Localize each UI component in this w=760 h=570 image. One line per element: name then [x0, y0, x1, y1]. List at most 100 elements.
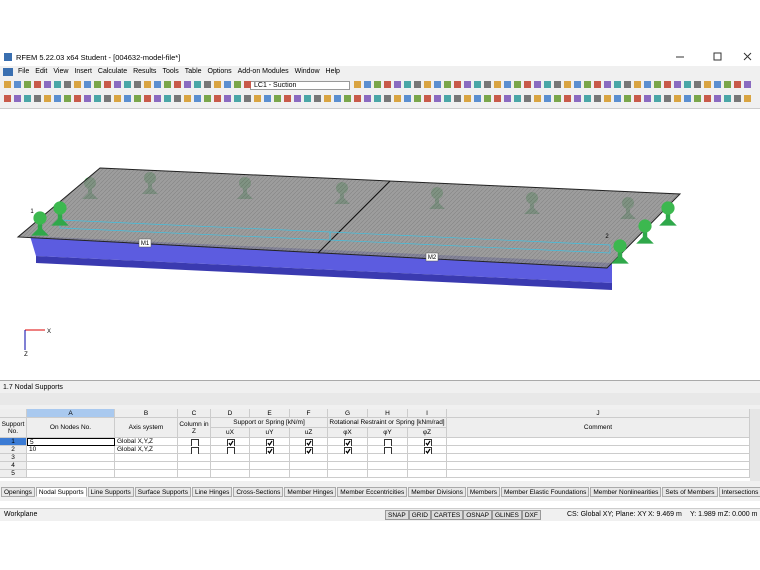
toolbar-button[interactable] — [314, 95, 321, 102]
toolbar-button[interactable] — [534, 81, 541, 88]
toolbar-button[interactable] — [364, 95, 371, 102]
toolbar-button[interactable] — [624, 95, 631, 102]
toolbar-button[interactable] — [404, 95, 411, 102]
toolbar-button[interactable] — [144, 81, 151, 88]
toolbar-button[interactable] — [194, 81, 201, 88]
toolbar-button[interactable] — [394, 95, 401, 102]
toolbar-button[interactable] — [584, 81, 591, 88]
toolbar-button[interactable] — [254, 95, 261, 102]
toolbar-button[interactable] — [564, 81, 571, 88]
tab[interactable]: Intersections — [718, 487, 760, 497]
toolbar-button[interactable] — [694, 95, 701, 102]
toolbar-button[interactable] — [704, 95, 711, 102]
toolbar-button[interactable] — [474, 81, 481, 88]
tab[interactable]: Member Elastic Foundations — [500, 487, 590, 497]
window-controls[interactable] — [670, 51, 760, 63]
toolbar-button[interactable] — [674, 81, 681, 88]
toolbar-button[interactable] — [434, 81, 441, 88]
toolbar-button[interactable] — [464, 95, 471, 102]
toolbar-button[interactable] — [474, 95, 481, 102]
toolbar-button[interactable] — [504, 95, 511, 102]
toolbar-button[interactable] — [514, 81, 521, 88]
toolbar-button[interactable] — [204, 81, 211, 88]
toolbar-button[interactable] — [524, 81, 531, 88]
toolbar-button[interactable] — [544, 81, 551, 88]
toolbar-button[interactable] — [734, 95, 741, 102]
toolbar-button[interactable] — [174, 95, 181, 102]
toolbar-button[interactable] — [74, 81, 81, 88]
toolbar-button[interactable] — [294, 95, 301, 102]
menu-item[interactable]: Help — [325, 68, 340, 75]
toolbar-button[interactable] — [574, 81, 581, 88]
toolbar-button[interactable] — [374, 95, 381, 102]
toolbar-button[interactable] — [4, 95, 11, 102]
toolbar-button[interactable] — [84, 81, 91, 88]
toolbar-button[interactable] — [454, 81, 461, 88]
tab[interactable]: Openings — [1, 487, 35, 497]
toolbar-button[interactable] — [94, 81, 101, 88]
tab[interactable]: Surface Supports — [134, 487, 191, 497]
toolbar-button[interactable] — [384, 95, 391, 102]
toolbar-button[interactable] — [234, 95, 241, 102]
tab[interactable]: Sets of Members — [662, 487, 718, 497]
toolbar-button[interactable] — [4, 81, 11, 88]
tab[interactable]: Line Hinges — [192, 487, 233, 497]
toolbar-button[interactable] — [394, 81, 401, 88]
toolbar-button[interactable] — [374, 81, 381, 88]
toolbar-button[interactable] — [44, 95, 51, 102]
toolbar-button[interactable] — [484, 95, 491, 102]
toolbar-button[interactable] — [264, 95, 271, 102]
toolbar-button[interactable] — [354, 81, 361, 88]
toolbar-button[interactable] — [364, 81, 371, 88]
toolbar-button[interactable] — [344, 95, 351, 102]
toolbar-button[interactable] — [554, 95, 561, 102]
toolbar-button[interactable] — [164, 95, 171, 102]
status-button[interactable]: OSNAP — [463, 510, 492, 520]
toolbar-button[interactable] — [24, 81, 31, 88]
toolbar-button[interactable] — [184, 81, 191, 88]
toolbar-button[interactable] — [404, 81, 411, 88]
toolbar-button[interactable] — [584, 95, 591, 102]
scrollbar[interactable] — [750, 409, 760, 481]
toolbar-button[interactable] — [664, 81, 671, 88]
toolbar-button[interactable] — [154, 81, 161, 88]
toolbar-button[interactable] — [14, 95, 21, 102]
toolbar-button[interactable] — [564, 95, 571, 102]
toolbar-button[interactable] — [104, 81, 111, 88]
toolbar-button[interactable] — [494, 95, 501, 102]
toolbar-button[interactable] — [194, 95, 201, 102]
tab[interactable]: Members — [466, 487, 500, 497]
tab[interactable]: Cross-Sections — [233, 487, 284, 497]
menu-item[interactable]: Calculate — [97, 68, 128, 75]
toolbar-button[interactable] — [694, 81, 701, 88]
toolbar-button[interactable] — [484, 81, 491, 88]
tab[interactable]: Member Divisions — [408, 487, 466, 497]
toolbar-button[interactable] — [54, 81, 61, 88]
toolbar-button[interactable] — [224, 95, 231, 102]
toolbar-button[interactable] — [464, 81, 471, 88]
toolbar-button[interactable] — [214, 81, 221, 88]
toolbar-button[interactable] — [174, 81, 181, 88]
toolbar-button[interactable] — [54, 95, 61, 102]
toolbar-button[interactable] — [604, 81, 611, 88]
toolbar-button[interactable] — [424, 95, 431, 102]
toolbar-button[interactable] — [504, 81, 511, 88]
toolbar-button[interactable] — [94, 95, 101, 102]
toolbar-button[interactable] — [304, 95, 311, 102]
toolbar-button[interactable] — [34, 81, 41, 88]
toolbar-button[interactable] — [164, 81, 171, 88]
toolbar-button[interactable] — [644, 95, 651, 102]
toolbar-button[interactable] — [134, 81, 141, 88]
menu-item[interactable]: File — [18, 68, 30, 75]
toolbar-button[interactable] — [684, 81, 691, 88]
toolbar-button[interactable] — [594, 95, 601, 102]
load-case-select[interactable]: LC1 - Suction — [250, 81, 350, 90]
toolbar-button[interactable] — [64, 81, 71, 88]
toolbar-button[interactable] — [684, 95, 691, 102]
toolbar-button[interactable] — [714, 95, 721, 102]
toolbar-button[interactable] — [114, 81, 121, 88]
toolbar-button[interactable] — [624, 81, 631, 88]
toolbar-button[interactable] — [74, 95, 81, 102]
toolbar-button[interactable] — [384, 81, 391, 88]
menu-item[interactable]: Add-on Modules — [237, 68, 289, 75]
